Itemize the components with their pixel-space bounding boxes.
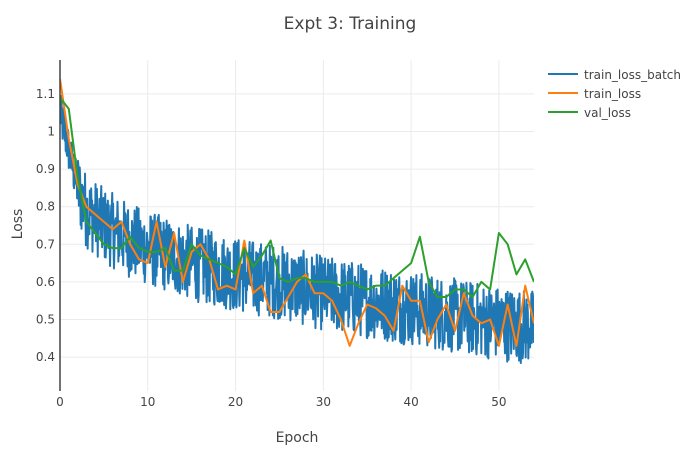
- x-tick-label: 10: [140, 395, 155, 409]
- legend-item-train-loss[interactable]: train_loss: [548, 87, 641, 101]
- x-tick-label: 30: [316, 395, 331, 409]
- y-tick-label: 0.5: [36, 313, 55, 327]
- y-tick-label: 0.9: [36, 162, 55, 176]
- y-tick-label: 0.6: [36, 275, 55, 289]
- chart-title: Expt 3: Training: [284, 14, 417, 34]
- y-tick-label: 1.1: [36, 87, 55, 101]
- series-val-loss: [60, 96, 534, 298]
- y-tick-label: 0.8: [36, 200, 55, 214]
- y-tick-label: 1: [47, 124, 55, 138]
- y-tick-label: 0.4: [36, 350, 55, 364]
- x-tick-label: 0: [56, 395, 64, 409]
- legend-label-train-loss-batch: train_loss_batch: [584, 68, 681, 82]
- x-tick-label: 40: [403, 395, 418, 409]
- y-tick-label: 0.7: [36, 237, 55, 251]
- y-axis-label: Loss: [10, 209, 26, 240]
- series-train-loss: [60, 78, 534, 347]
- series-train-loss-batch: [60, 94, 534, 365]
- legend-item-train-loss-batch[interactable]: train_loss_batch: [548, 68, 681, 82]
- legend-item-val-loss[interactable]: val_loss: [548, 106, 631, 120]
- legend[interactable]: train_loss_batch train_loss val_loss: [548, 68, 681, 120]
- x-tick-label: 50: [491, 395, 506, 409]
- plot-area: [60, 78, 534, 365]
- x-tick-label: 20: [228, 395, 243, 409]
- legend-label-val-loss: val_loss: [584, 106, 631, 120]
- x-axis-label: Epoch: [276, 430, 319, 446]
- legend-label-train-loss: train_loss: [584, 87, 641, 101]
- axes: 0.4 0.5 0.6 0.7 0.8 0.9 1 1.1 0 10 20 30 40 50: [36, 60, 507, 409]
